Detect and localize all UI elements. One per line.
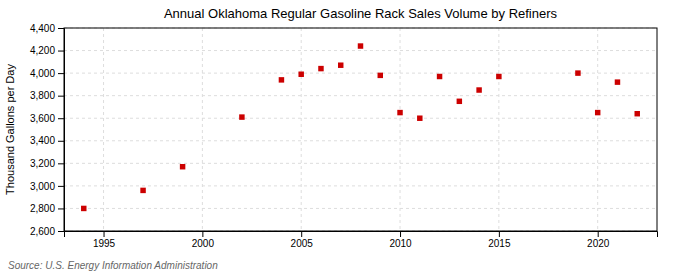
y-axis-line xyxy=(58,29,65,232)
y-axis-title: Thousand Gallons per Day xyxy=(4,64,16,195)
point xyxy=(457,99,462,104)
point xyxy=(140,188,145,193)
point xyxy=(180,164,185,169)
x-axis-tick-label: 1995 xyxy=(93,238,116,249)
x-axis-tick: 1995 xyxy=(93,231,116,249)
point xyxy=(595,110,600,115)
y-axis-tick-mark xyxy=(58,51,64,52)
x-axis-tick-mark xyxy=(104,231,105,237)
y-axis-tick: 3,000 xyxy=(30,181,64,192)
point xyxy=(298,71,303,76)
x-axis-tick-label: 2005 xyxy=(291,238,314,249)
y-axis-tick-mark xyxy=(58,118,64,119)
grid-line-y xyxy=(64,185,657,186)
y-axis-tick-label: 2,800 xyxy=(30,203,55,214)
title: Annual Oklahoma Regular Gasoline Rack Sa… xyxy=(164,6,558,21)
point xyxy=(318,66,323,71)
x-axis-tick-label: 2015 xyxy=(488,238,511,249)
y-axis-tick: 4,200 xyxy=(30,45,64,56)
y-axis-tick: 4,000 xyxy=(30,68,64,79)
grid-line-y xyxy=(64,50,657,51)
y-axis-tick-label: 4,200 xyxy=(30,45,55,56)
y-axis-tick-label: 3,800 xyxy=(30,90,55,101)
y-axis-tick-label: 4,400 xyxy=(30,23,55,34)
point xyxy=(437,74,442,79)
annotation: Source: U.S. Energy Information Administ… xyxy=(8,260,218,271)
grid-line-x xyxy=(597,28,598,231)
grid-line-x xyxy=(301,28,302,231)
y-axis-tick-label: 3,400 xyxy=(30,135,55,146)
y-axis-tick-mark xyxy=(58,73,64,74)
point xyxy=(239,114,244,119)
grid-line-y xyxy=(64,163,657,164)
point xyxy=(575,70,580,75)
point xyxy=(615,79,620,84)
x-axis-tick: 2010 xyxy=(389,231,412,249)
x-axis-tick-mark xyxy=(499,231,500,237)
y-axis-tick: 4,400 xyxy=(30,23,64,34)
x-axis-tick-label: 2010 xyxy=(389,238,412,249)
plot-area: 1995 2000 2005 2010 2015 2020 2,600 2,800 3,000 3… xyxy=(30,23,658,249)
chart: 1995 2000 2005 2010 2015 2020 2,600 2,800 3,000 3… xyxy=(0,0,675,275)
y-axis-tick-label: 3,000 xyxy=(30,181,55,192)
y-axis-tick: 2,800 xyxy=(30,203,64,214)
y-axis-tick-mark xyxy=(58,141,64,142)
y-axis-tick-mark xyxy=(58,28,64,29)
point xyxy=(634,111,639,116)
grid-line-y xyxy=(64,95,657,96)
x-axis-line xyxy=(65,232,658,238)
y-axis-tick: 3,800 xyxy=(30,90,64,101)
x-axis-tick: 2015 xyxy=(488,231,511,249)
point xyxy=(338,62,343,67)
x-axis: 1995 2000 2005 2010 2015 2020 xyxy=(65,231,658,249)
x-axis-tick-mark xyxy=(202,231,203,237)
point xyxy=(279,77,284,82)
y-axis-tick-mark xyxy=(58,163,64,164)
grid-line-y xyxy=(64,208,657,209)
points xyxy=(81,43,640,211)
x-axis-tick-mark xyxy=(598,231,599,237)
plot-frame xyxy=(64,28,657,231)
grid-line-y xyxy=(64,140,657,141)
x-axis-tick-label: 2000 xyxy=(192,238,215,249)
y-axis-tick-mark xyxy=(58,231,64,232)
y-axis-tick-label: 3,600 xyxy=(30,113,55,124)
y-axis-tick-label: 3,200 xyxy=(30,158,55,169)
point xyxy=(476,87,481,92)
point xyxy=(358,43,363,48)
point xyxy=(81,206,86,211)
y-axis-tick: 3,200 xyxy=(30,158,64,169)
y-axis-tick-label: 2,600 xyxy=(30,226,55,237)
x-axis-tick-mark xyxy=(400,231,401,237)
y-axis-tick: 3,600 xyxy=(30,113,64,124)
y-axis: 2,600 2,800 3,000 3,200 3,400 3,600 3,800 4,000… xyxy=(30,23,65,237)
x-axis-tick-mark xyxy=(301,231,302,237)
y-axis-tick-mark xyxy=(58,96,64,97)
y-axis-tick: 3,400 xyxy=(30,135,64,146)
y-axis-tick-label: 4,000 xyxy=(30,68,55,79)
grid-line-y xyxy=(64,118,657,119)
x-axis-tick: 2000 xyxy=(192,231,215,249)
grid xyxy=(64,28,657,231)
point xyxy=(417,115,422,120)
grid-line-x xyxy=(498,28,499,231)
point xyxy=(378,73,383,78)
grid-line-x xyxy=(202,28,203,231)
x-axis-tick-label: 2020 xyxy=(587,238,610,249)
point xyxy=(397,110,402,115)
grid-line-y xyxy=(64,73,657,74)
x-axis-tick: 2020 xyxy=(587,231,610,249)
y-axis-tick: 2,600 xyxy=(30,226,64,237)
y-axis-tick-mark xyxy=(58,186,64,187)
point xyxy=(496,74,501,79)
y-axis-tick-mark xyxy=(58,208,64,209)
grid-line-x xyxy=(103,28,104,231)
grid-line-x xyxy=(400,28,401,231)
x-axis-tick: 2005 xyxy=(291,231,314,249)
